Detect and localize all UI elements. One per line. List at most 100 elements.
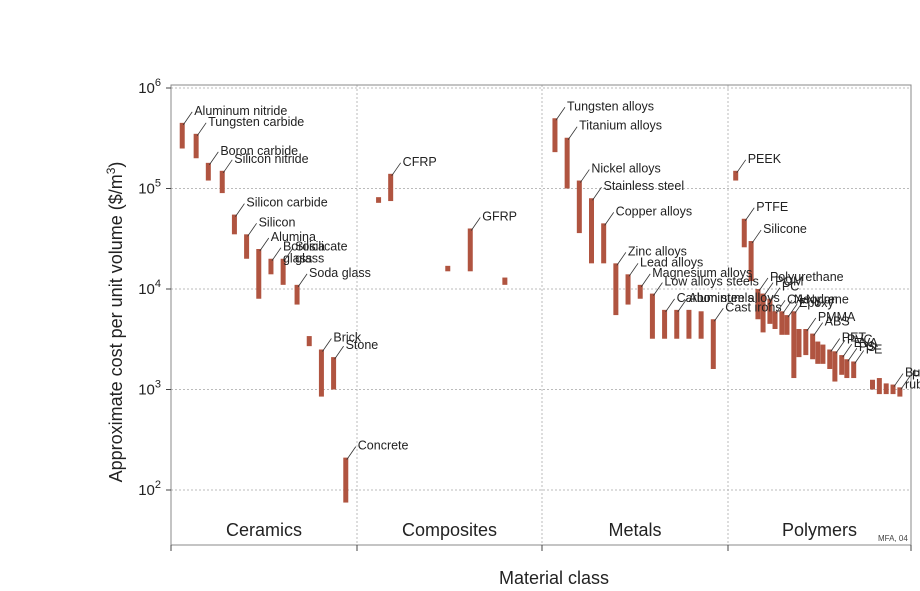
- material-label: Copper alloys: [616, 204, 692, 218]
- material-label: PMMA: [818, 310, 856, 324]
- y-tick-label: 105: [138, 178, 161, 198]
- label-leader: [271, 247, 282, 261]
- material-bar: [219, 170, 225, 194]
- material-bar: [280, 258, 286, 285]
- material-bar: [779, 311, 785, 335]
- material-label: Silicon: [259, 215, 296, 229]
- material-bar: [205, 162, 211, 181]
- y-tick-label: 102: [138, 479, 161, 499]
- label-leader: [770, 287, 781, 301]
- material-label: PC: [782, 280, 799, 294]
- label-leader: [334, 345, 344, 360]
- material-bar: [760, 293, 766, 333]
- material-bar: [244, 234, 250, 259]
- material-bar: [784, 315, 790, 335]
- material-bar: [820, 344, 826, 364]
- y-tick-label: 104: [138, 278, 161, 298]
- material-bar: [318, 349, 324, 397]
- label-leader: [787, 303, 798, 318]
- material-label: Aluminum nitride: [194, 104, 287, 118]
- grid-lines: [171, 85, 911, 545]
- label-leader: [830, 338, 841, 352]
- y-tick-label: 106: [138, 77, 161, 97]
- material-label: Stone: [346, 338, 379, 352]
- material-bar: [796, 328, 802, 358]
- label-leader: [640, 273, 651, 288]
- material-label: Silicone: [763, 222, 807, 236]
- material-bar: [674, 309, 680, 339]
- label-leader: [322, 338, 332, 352]
- label-leader-lines: [182, 107, 911, 460]
- label-leader: [900, 376, 911, 390]
- label-leader: [235, 203, 245, 217]
- x-axis-title: Material class: [499, 568, 609, 588]
- material-bar: [445, 265, 451, 272]
- material-bar: [755, 289, 761, 320]
- material-label: PTFE: [756, 200, 788, 214]
- material-bar: [467, 228, 473, 272]
- plot-border: [170, 84, 912, 546]
- material-bar: [576, 180, 582, 234]
- material-label: Epoxy: [799, 296, 834, 310]
- material-bar: [767, 298, 773, 324]
- material-label: GFRP: [482, 209, 517, 223]
- material-label: Magnesium alloys: [652, 266, 752, 280]
- material-label: Lead alloys: [640, 255, 703, 269]
- material-label: Low alloys steels: [664, 275, 759, 289]
- label-leader: [579, 169, 590, 183]
- label-leader: [592, 187, 602, 201]
- material-bar: [502, 277, 508, 285]
- material-label: PP: [912, 368, 920, 382]
- material-bar: [839, 355, 845, 375]
- material-bars: [179, 118, 903, 503]
- label-leader: [835, 340, 846, 354]
- label-leader: [842, 343, 853, 358]
- material-label: Concrete: [358, 439, 409, 453]
- material-bar: [306, 336, 312, 347]
- plot-frame: [170, 84, 912, 551]
- material-label: CA: [787, 292, 805, 306]
- label-leader: [259, 237, 270, 252]
- material-bar: [564, 137, 570, 189]
- material-label: Butylrubber: [905, 366, 920, 392]
- material-bar: [870, 379, 876, 390]
- label-leader: [794, 300, 805, 314]
- label-leader: [806, 317, 817, 332]
- material-bar: [803, 328, 809, 356]
- material-bar: [710, 319, 716, 369]
- category-labels: Ceramics Composites Metals Polymers: [226, 520, 857, 540]
- label-leader: [758, 277, 769, 292]
- material-bar: [625, 274, 631, 305]
- label-leader: [782, 300, 793, 314]
- material-label: PE: [866, 342, 883, 356]
- material-bar: [791, 311, 797, 379]
- material-bar: [844, 359, 850, 379]
- material-bar: [552, 118, 558, 153]
- material-label: Tungsten alloys: [567, 99, 654, 113]
- y-tick-label: 103: [138, 379, 161, 399]
- label-leader: [713, 308, 724, 322]
- category-label: Polymers: [782, 520, 857, 540]
- material-bar: [662, 309, 668, 339]
- material-bar: [343, 457, 349, 503]
- material-label: Brick: [333, 331, 362, 345]
- material-label: Neoprene: [794, 292, 849, 306]
- material-bar: [193, 133, 199, 159]
- material-label: POM: [775, 275, 803, 289]
- material-bar: [613, 263, 619, 316]
- label-leader: [346, 446, 357, 460]
- material-label: Borosilicate glass: [283, 240, 348, 266]
- label-leader: [813, 322, 823, 336]
- material-label: PVC: [847, 332, 873, 346]
- category-label: Ceramics: [226, 520, 302, 540]
- label-leader: [247, 223, 257, 237]
- y-axis-title: Approximate cost per unit volume ($/m3): [104, 162, 126, 483]
- material-bar: [748, 241, 754, 282]
- material-bar: [268, 258, 274, 275]
- material-label: Silicon nitride: [234, 152, 308, 166]
- material-bar: [827, 349, 833, 369]
- material-label: Aluminum alloys: [689, 291, 780, 305]
- material-bar: [589, 198, 594, 264]
- material-bar: [741, 218, 747, 248]
